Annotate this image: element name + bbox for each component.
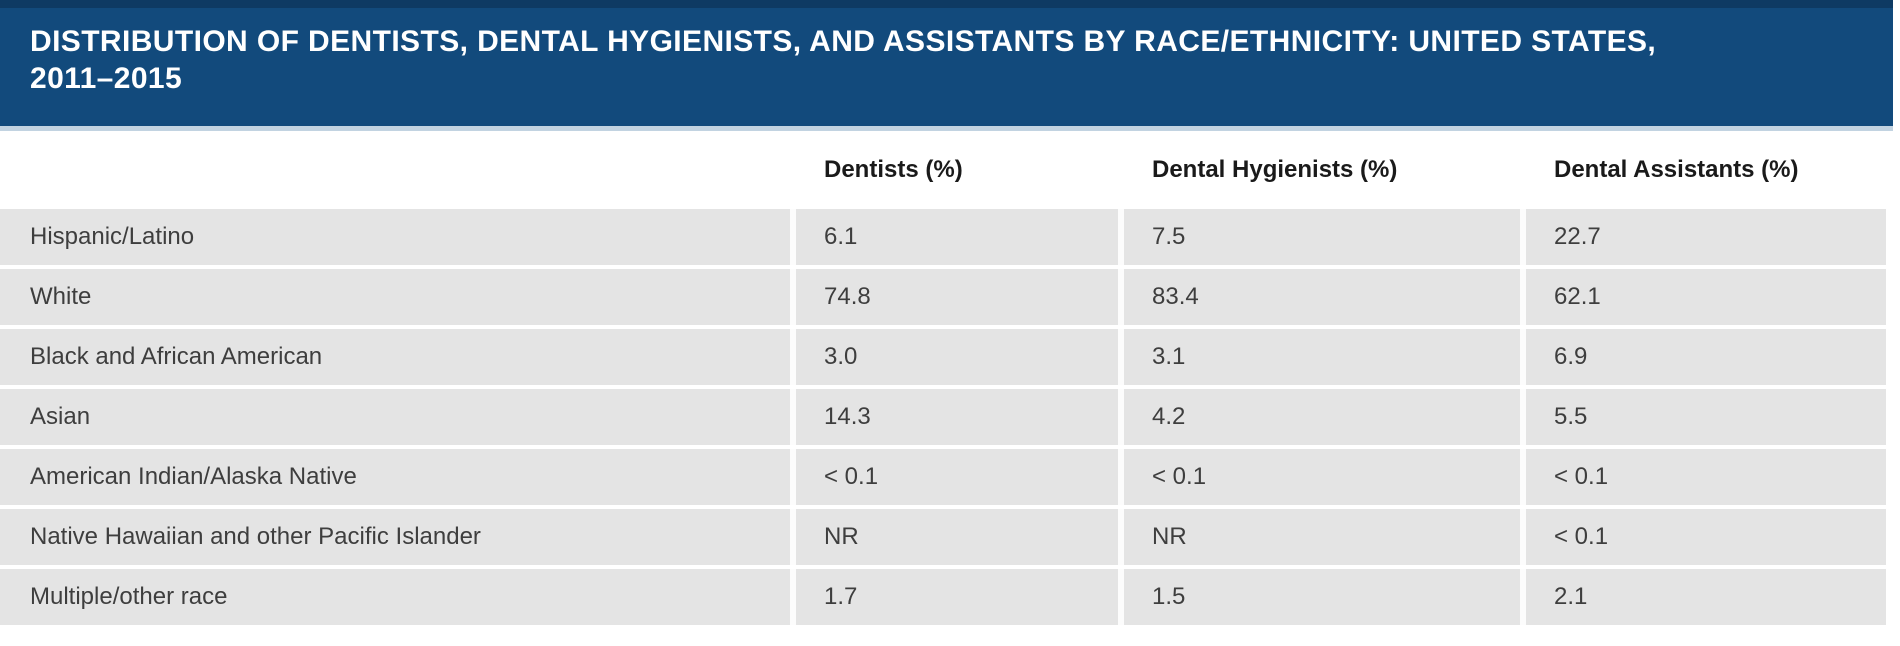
row-value: 6.1 <box>790 209 1118 265</box>
table-row: Black and African American 3.0 3.1 6.9 <box>0 329 1886 385</box>
row-value: 7.5 <box>1118 209 1520 265</box>
row-value: NR <box>1118 509 1520 565</box>
row-label: American Indian/Alaska Native <box>0 449 790 505</box>
row-label: Native Hawaiian and other Pacific Island… <box>0 509 790 565</box>
row-label: White <box>0 269 790 325</box>
row-value: < 0.1 <box>1118 449 1520 505</box>
figure-title-line-1: DISTRIBUTION OF DENTISTS, DENTAL HYGIENI… <box>30 25 1657 58</box>
table-row: Native Hawaiian and other Pacific Island… <box>0 509 1886 565</box>
row-label: Multiple/other race <box>0 569 790 625</box>
row-label: Hispanic/Latino <box>0 209 790 265</box>
row-value: 83.4 <box>1118 269 1520 325</box>
row-value: 3.0 <box>790 329 1118 385</box>
column-header-dental-hygienists: Dental Hygienists (%) <box>1118 135 1520 205</box>
row-value: 1.7 <box>790 569 1118 625</box>
row-label: Black and African American <box>0 329 790 385</box>
column-header-dentists: Dentists (%) <box>790 135 1118 205</box>
row-value: 6.9 <box>1520 329 1886 385</box>
row-value: < 0.1 <box>790 449 1118 505</box>
table-header-row: Dentists (%) Dental Hygienists (%) Denta… <box>0 135 1886 205</box>
figure-title-line-2: 2011–2015 <box>30 62 183 95</box>
row-value: 5.5 <box>1520 389 1886 445</box>
row-value: 2.1 <box>1520 569 1886 625</box>
table-row: Hispanic/Latino 6.1 7.5 22.7 <box>0 209 1886 265</box>
row-value: 4.2 <box>1118 389 1520 445</box>
figure-title-bar: DISTRIBUTION OF DENTISTS, DENTAL HYGIENI… <box>0 0 1893 131</box>
table-row: Multiple/other race 1.7 1.5 2.1 <box>0 569 1886 625</box>
table-row: White 74.8 83.4 62.1 <box>0 269 1886 325</box>
row-value: < 0.1 <box>1520 509 1886 565</box>
row-value: 62.1 <box>1520 269 1886 325</box>
row-value: < 0.1 <box>1520 449 1886 505</box>
row-value: 3.1 <box>1118 329 1520 385</box>
table-row: Asian 14.3 4.2 5.5 <box>0 389 1886 445</box>
race-ethnicity-table: Dentists (%) Dental Hygienists (%) Denta… <box>0 131 1886 629</box>
table-row: American Indian/Alaska Native < 0.1 < 0.1 <… <box>0 449 1886 505</box>
row-value: 74.8 <box>790 269 1118 325</box>
column-header-empty <box>0 135 790 205</box>
row-value: 14.3 <box>790 389 1118 445</box>
row-value: NR <box>790 509 1118 565</box>
row-label: Asian <box>0 389 790 445</box>
row-value: 1.5 <box>1118 569 1520 625</box>
dental-workforce-figure: DISTRIBUTION OF DENTISTS, DENTAL HYGIENI… <box>0 0 1893 629</box>
column-header-dental-assistants: Dental Assistants (%) <box>1520 135 1886 205</box>
table-body: Hispanic/Latino 6.1 7.5 22.7 White 74.8 83.4 62… <box>0 209 1886 625</box>
row-value: 22.7 <box>1520 209 1886 265</box>
